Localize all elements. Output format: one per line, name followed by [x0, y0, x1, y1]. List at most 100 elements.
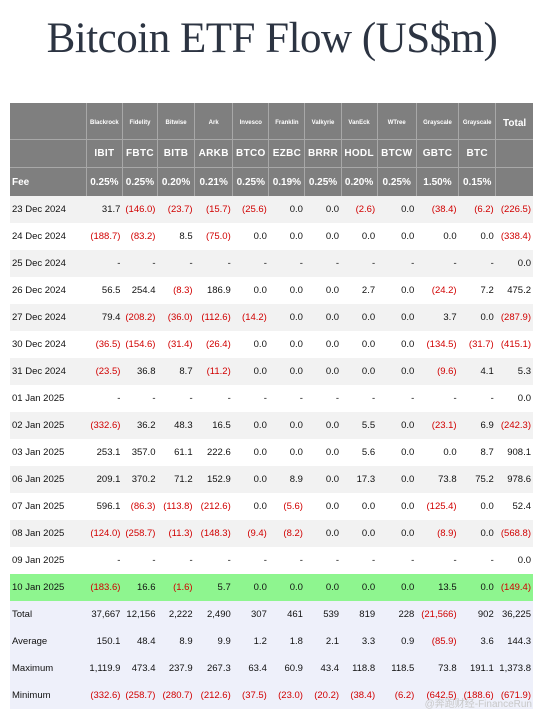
table-row: 31 Dec 2024 (23.5) 36.8 8.7 (11.2) 0.0 0.0 0.0 0… — [10, 358, 533, 385]
ticker-header-cell: BITB — [157, 139, 196, 168]
flow-value-cell: 370.2 — [122, 466, 158, 493]
sponsor-header-cell: Grayscale — [416, 103, 460, 140]
flow-value-cell: - — [227, 393, 231, 404]
flow-value-cell: (75.0) — [205, 231, 231, 242]
flow-value-cell: - — [299, 393, 303, 404]
flow-value-cell: 0.0 — [361, 501, 376, 512]
flow-value-cell: (149.4) — [495, 574, 533, 601]
table-row: 26 Dec 2024 56.5 254.4 (8.3) 186.9 0.0 0.0 0.0 2… — [10, 277, 533, 304]
stats-value-cell: 2,222 — [157, 601, 195, 628]
table-row: 07 Jan 2025 596.1 (86.3) (113.8) (212.6) 0.0 (… — [10, 493, 533, 520]
stats-value-cell: (38.4) — [341, 682, 378, 709]
flow-value-cell: 3.7 — [416, 304, 459, 331]
flow-value-cell: 6.9 — [458, 412, 496, 439]
flow-value-cell: - — [335, 555, 340, 566]
flow-value-cell: - — [86, 250, 123, 277]
flow-value-cell: 0.0 — [361, 231, 376, 242]
flow-value-cell: 0.0 — [377, 358, 417, 385]
stats-value-cell: 237.9 — [157, 655, 195, 682]
flow-value-cell: 8.7 — [157, 358, 195, 385]
stats-value-cell: (85.9) — [416, 628, 459, 655]
stats-value-cell: 12,156 — [122, 601, 158, 628]
flow-value-cell: 0.0 — [253, 285, 267, 296]
stats-value-cell: (258.7) — [122, 682, 158, 709]
flow-value-cell: - — [194, 250, 233, 277]
flow-value-cell: (38.4) — [416, 196, 459, 223]
sponsor-header-cell: Grayscale — [458, 103, 497, 140]
fee-cell: 0.19% — [268, 167, 306, 196]
flow-value-cell: - — [299, 555, 303, 566]
flow-value-cell: (31.7) — [468, 339, 494, 350]
ticker-header-cell: BTCO — [232, 139, 270, 168]
stats-value-cell: (332.6) — [86, 682, 123, 709]
ticker-header-cell: IBIT — [86, 139, 123, 168]
flow-value-cell: 0.0 — [304, 304, 342, 331]
flow-value-cell: 209.1 — [86, 466, 123, 493]
flow-value-cell: 0.0 — [253, 231, 267, 242]
flow-value-cell: - — [453, 555, 457, 566]
flow-value-cell: (415.1) — [500, 339, 531, 350]
flow-value-cell: 0.0 — [377, 466, 417, 493]
stats-value-cell: 902 — [458, 601, 496, 628]
flow-value-cell: (8.3) — [173, 285, 193, 296]
row-date: 24 Dec 2024 — [12, 231, 66, 242]
table-row: 23 Dec 2024 31.7 (146.0) (23.7) (15.7) (25.6)… — [10, 196, 533, 223]
fee-cell: 0.25% — [122, 167, 158, 196]
flow-value-cell: 908.1 — [507, 447, 531, 458]
stats-value-cell: (671.9) — [495, 682, 533, 709]
total-header-cell: Total — [495, 103, 533, 140]
flow-value-cell: 0.0 — [253, 501, 267, 512]
stats-row: Maximum 1,119.9 473.4 237.9 267.3 63.4 60.9 43.… — [10, 655, 533, 682]
stats-value-cell: 9.9 — [194, 628, 233, 655]
flow-value-cell: (125.4) — [426, 501, 457, 512]
etf-flow-table: Blackrock Fidelity Bitwise Ark Invesco Frankl… — [10, 103, 533, 709]
flow-value-cell: 36.2 — [122, 412, 158, 439]
ticker-header-cell: BRRR — [304, 139, 342, 168]
row-date: 06 Jan 2025 — [10, 466, 87, 493]
flow-value-cell: 0.0 — [377, 412, 417, 439]
fee-cell: 0.25% — [232, 167, 270, 196]
flow-value-cell: 8.5 — [179, 231, 193, 242]
fee-label: Fee — [10, 167, 87, 196]
stats-value-cell: 8.9 — [157, 628, 195, 655]
row-date: 07 Jan 2025 — [12, 501, 65, 512]
flow-value-cell: 0.0 — [325, 447, 340, 458]
flow-value-cell: 0.0 — [304, 466, 342, 493]
sponsor-header-row: Blackrock Fidelity Bitwise Ark Invesco Frankl… — [10, 103, 533, 140]
header-corner-cell — [10, 139, 87, 168]
flow-value-cell: - — [117, 555, 121, 566]
flow-value-cell: 0.0 — [401, 339, 415, 350]
row-date: 30 Dec 2024 — [12, 339, 66, 350]
flow-value-cell: - — [263, 555, 267, 566]
row-date: 31 Dec 2024 — [10, 358, 87, 385]
flow-value-cell: - — [152, 393, 156, 404]
flow-value-cell: 0.0 — [341, 574, 378, 601]
stats-value-cell: 473.4 — [122, 655, 158, 682]
flow-value-cell: 0.0 — [304, 358, 342, 385]
flow-value-cell: 75.2 — [458, 466, 496, 493]
flow-value-cell: (86.3) — [130, 501, 156, 512]
flow-value-cell: - — [377, 250, 417, 277]
stats-value-cell: 63.4 — [232, 655, 269, 682]
row-date: 10 Jan 2025 — [10, 574, 87, 601]
flow-value-cell: 0.0 — [304, 574, 342, 601]
row-date: 26 Dec 2024 — [12, 285, 66, 296]
flow-value-cell: (568.8) — [495, 520, 533, 547]
flow-value-cell: - — [335, 393, 340, 404]
flow-value-cell: 0.0 — [304, 412, 342, 439]
etf-flow-table-container: Blackrock Fidelity Bitwise Ark Invesco Frankl… — [10, 103, 533, 709]
flow-value-cell: 36.8 — [122, 358, 158, 385]
row-date: 01 Jan 2025 — [12, 393, 65, 404]
flow-value-cell: 8.7 — [480, 447, 494, 458]
stats-row: Average 150.1 48.4 8.9 9.9 1.2 1.8 2.1 3.3 0.9 (85… — [10, 628, 533, 655]
flow-value-cell: (23.5) — [86, 358, 123, 385]
flow-value-cell: (14.2) — [232, 304, 269, 331]
flow-value-cell: 0.0 — [232, 412, 269, 439]
flow-value-cell: 0.0 — [325, 231, 340, 242]
flow-value-cell: - — [227, 555, 231, 566]
ticker-header-cell: ARKB — [194, 139, 234, 168]
table-row: 02 Jan 2025 (332.6) 36.2 48.3 16.5 0.0 0.0 0.0 5… — [10, 412, 533, 439]
flow-value-cell: 0.0 — [377, 520, 417, 547]
flow-value-cell: (226.5) — [495, 196, 533, 223]
flow-value-cell: (113.8) — [163, 501, 193, 512]
